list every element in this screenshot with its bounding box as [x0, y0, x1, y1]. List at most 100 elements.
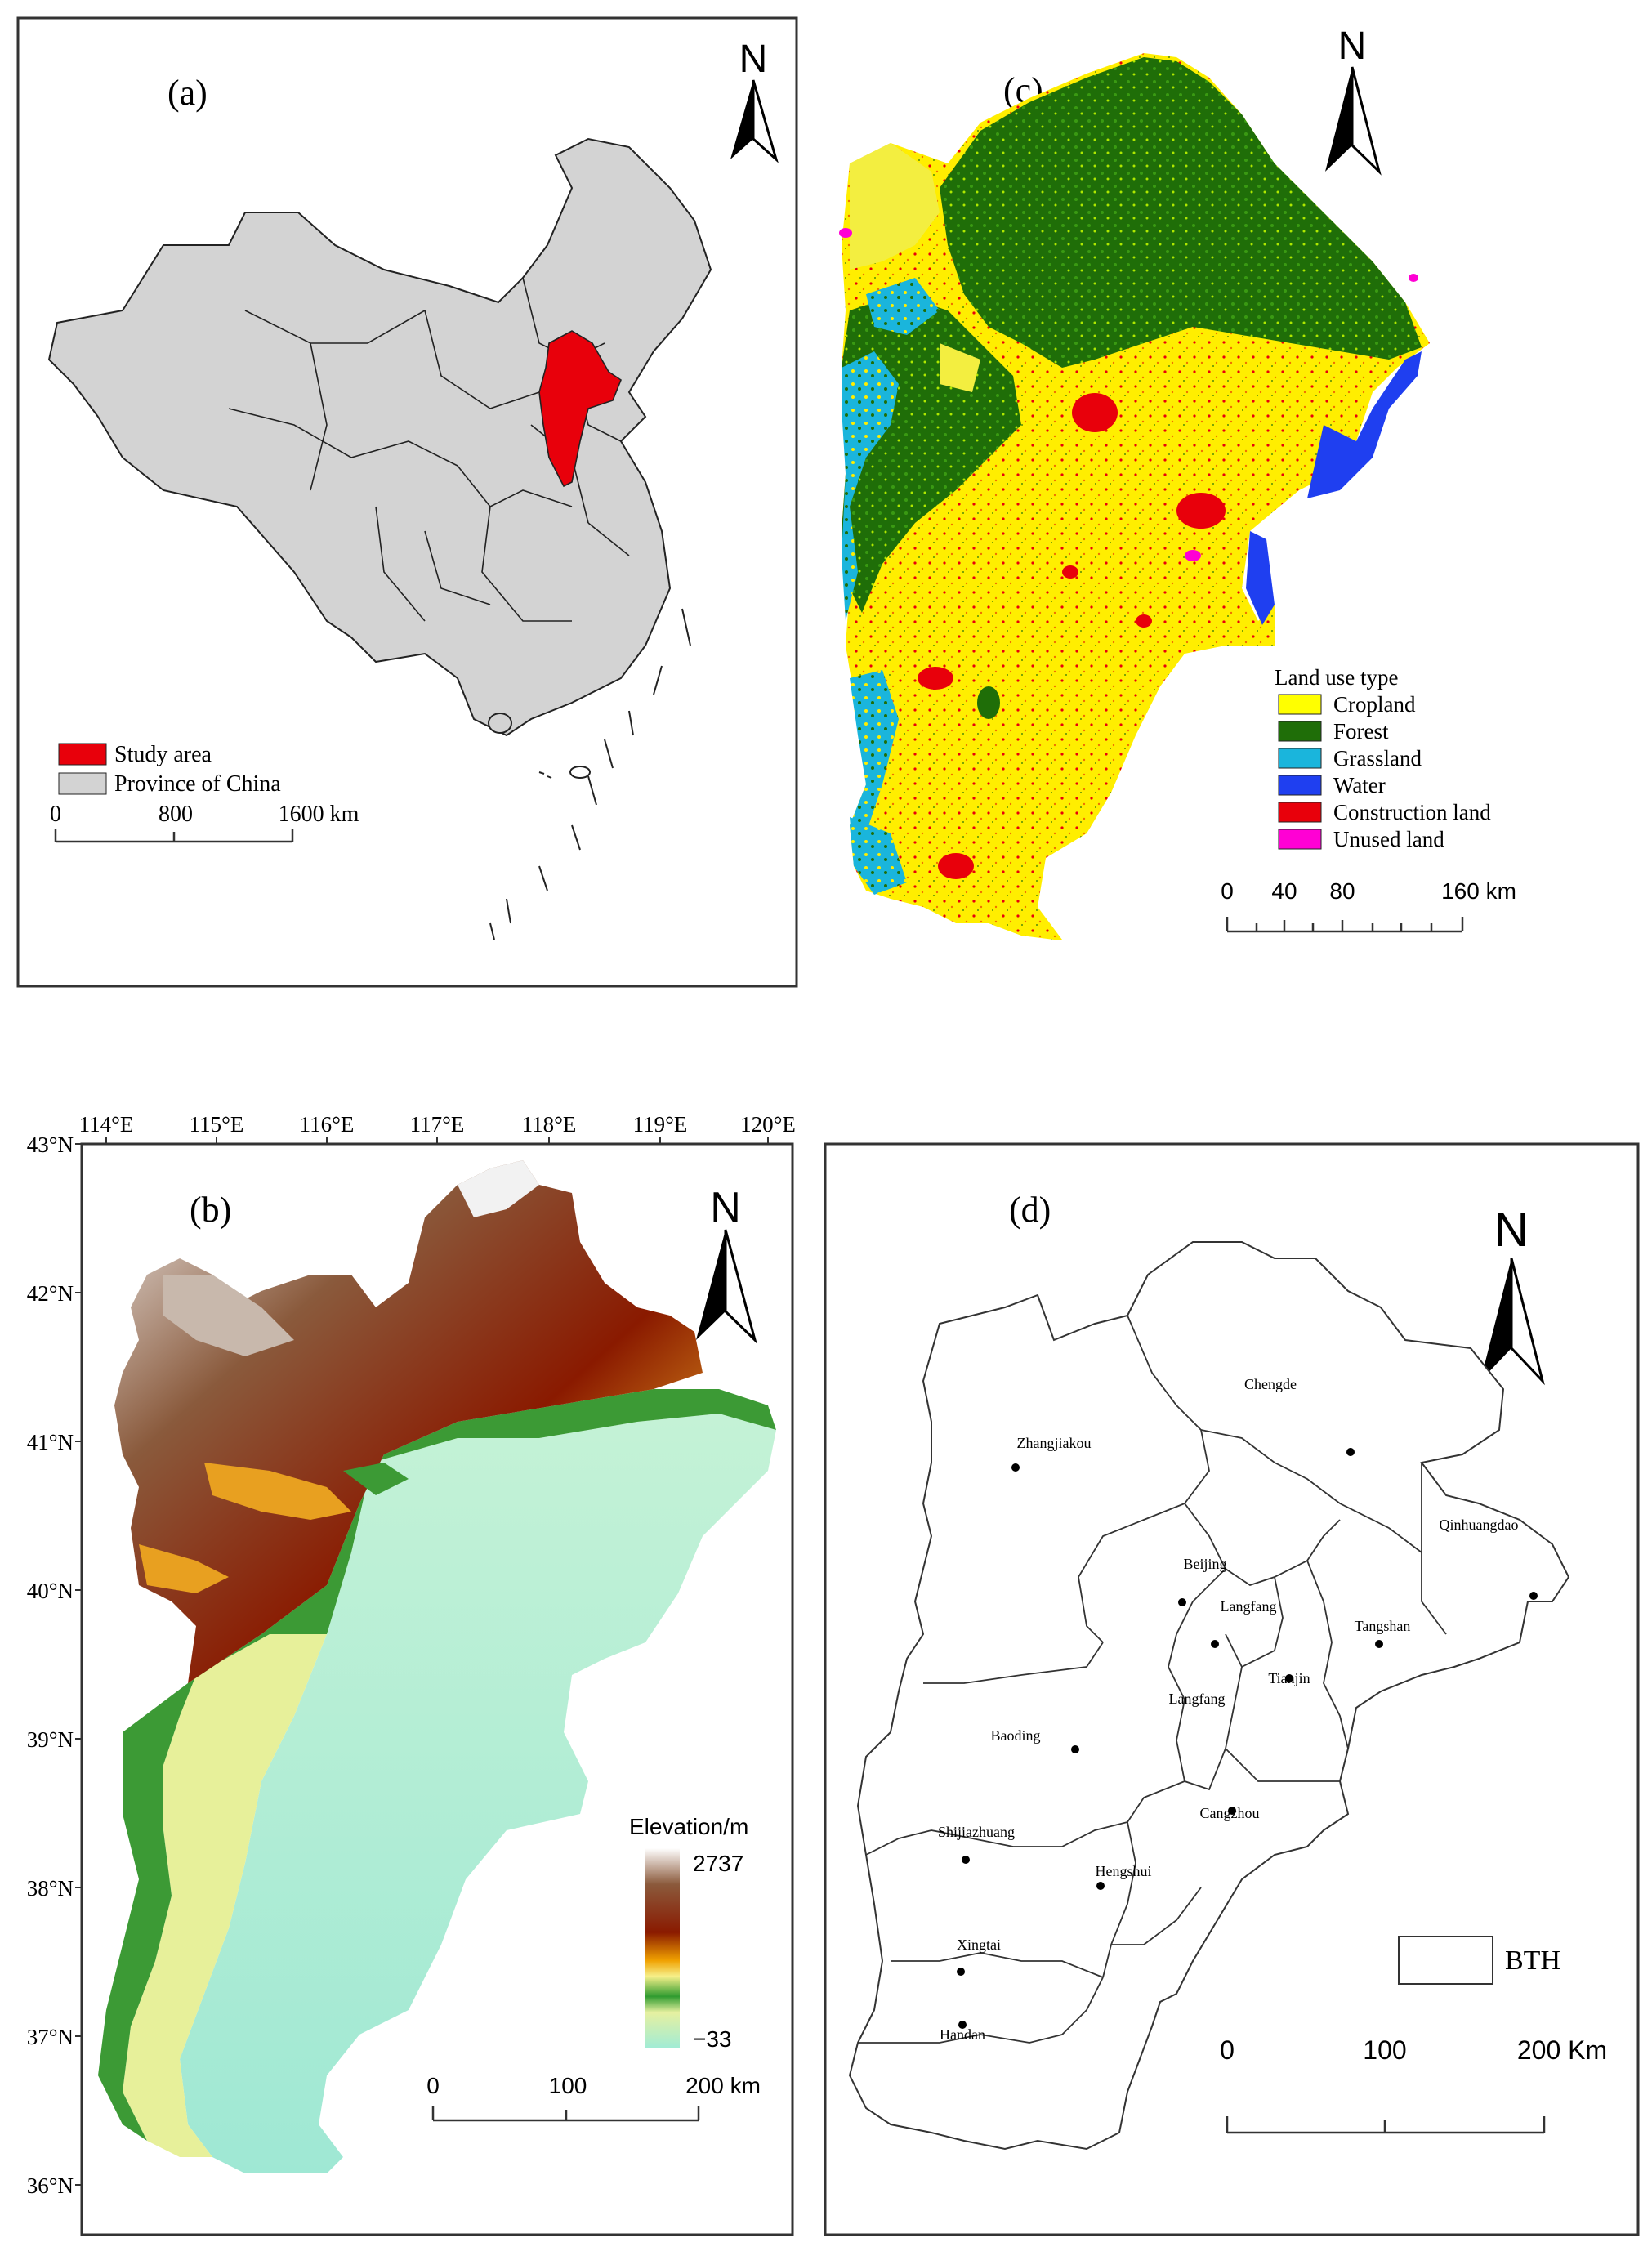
- legend-label-construction: Construction land: [1333, 800, 1491, 824]
- lat-tick-36: 36°N: [27, 2173, 74, 2198]
- legend-title: Elevation/m: [629, 1814, 748, 1839]
- legend-label-unused: Unused land: [1333, 827, 1444, 851]
- legend-swatch-forest: [1278, 721, 1322, 742]
- city-label-zhangjiakou: Zhangjiakou: [1017, 1435, 1092, 1451]
- panel-b: 114°E 115°E 116°E 117°E 118°E 119°E 120°…: [27, 1112, 796, 2236]
- city-label-chengde: Chengde: [1244, 1376, 1297, 1392]
- panel-d-north-arrow: N: [1480, 1204, 1545, 1386]
- scale-tick-0: 0: [50, 802, 61, 827]
- lon-tick-117: 117°E: [410, 1112, 465, 1137]
- legend-label-cropland: Cropland: [1333, 692, 1416, 717]
- legend-swatch-unused: [1278, 829, 1322, 850]
- panel-c-scale-bar: 0 40 80 160 km: [1221, 878, 1516, 933]
- legend-label-water: Water: [1333, 773, 1386, 797]
- elevation-legend: Elevation/m 2737 −33: [629, 1814, 748, 2052]
- panel-d-scale-bar: 0 100 200 Km: [1220, 2035, 1607, 2134]
- city-label-xingtai: Xingtai: [957, 1937, 1001, 1953]
- elevation-color-ramp: [645, 1848, 680, 2048]
- scale-tick-80: 80: [1329, 878, 1355, 904]
- scale-tick-200: 200 Km: [1517, 2035, 1607, 2065]
- panel-a-north-arrow: N: [730, 38, 779, 163]
- panel-d: (d) N Chengde: [824, 1142, 1640, 2236]
- legend-swatch-cropland: [1278, 694, 1322, 715]
- panel-a-label: (a): [167, 73, 208, 113]
- legend-swatch-bth: [1398, 1936, 1493, 1985]
- scale-tick-0: 0: [1220, 2035, 1235, 2065]
- panel-a: (a) N: [16, 16, 798, 988]
- lon-tick-116: 116°E: [300, 1112, 355, 1137]
- panel-c-legend: Land use type Cropland Forest Grassland …: [1275, 665, 1491, 851]
- scale-tick-100: 100: [1363, 2035, 1406, 2065]
- city-label-shijiazhuang: Shijiazhuang: [938, 1824, 1015, 1840]
- legend-swatch-province: [58, 772, 107, 795]
- scale-tick-200: 200 km: [685, 2073, 761, 2098]
- city-dot-shijiazhuang: [962, 1856, 970, 1864]
- legend-label-forest: Forest: [1333, 719, 1389, 744]
- city-dot-beijing: [1178, 1598, 1186, 1606]
- city-label-tangshan: Tangshan: [1355, 1618, 1411, 1634]
- grassland-region-west: [842, 351, 899, 621]
- bth-outline-shape: [848, 1241, 1570, 2151]
- dem-lowland-shape: [180, 1414, 776, 2173]
- elev-min-label: −33: [693, 2026, 732, 2052]
- city-dot-cangzhou: [1228, 1807, 1236, 1815]
- scale-tick-1600: 1600 km: [279, 802, 359, 827]
- legend-label-bth: BTH: [1505, 1945, 1560, 1976]
- city-dot-baoding: [1071, 1745, 1079, 1753]
- city-dot-zhangjiakou: [1011, 1463, 1020, 1472]
- lon-ticks: 114°E 115°E 116°E 117°E 118°E 119°E 120°…: [79, 1112, 796, 1144]
- city-label-langfang-south: Langfang: [1169, 1691, 1226, 1707]
- north-arrow-icon: [1325, 67, 1352, 172]
- north-arrow-icon: [730, 80, 753, 159]
- lat-tick-38: 38°N: [27, 1876, 74, 1901]
- panel-c-north-arrow: N: [1325, 25, 1382, 176]
- elev-max-label: 2737: [693, 1851, 743, 1876]
- islands: [488, 608, 691, 940]
- study-area-shape: [538, 330, 622, 488]
- scale-tick-100: 100: [549, 2073, 587, 2098]
- grassland-region-south: [850, 670, 899, 866]
- legend-swatch-grassland: [1278, 748, 1322, 769]
- panel-b-scale-bar: 0 100 200 km: [426, 2073, 761, 2122]
- lat-tick-40: 40°N: [27, 1579, 74, 1603]
- water-coast: [1307, 351, 1422, 498]
- forest-region: [940, 57, 1422, 368]
- lat-tick-42: 42°N: [27, 1281, 74, 1306]
- lon-tick-114: 114°E: [79, 1112, 134, 1137]
- legend-label-grassland: Grassland: [1333, 746, 1422, 771]
- legend-label-study-area: Study area: [114, 742, 212, 767]
- lon-tick-118: 118°E: [522, 1112, 577, 1137]
- city-label-qinhuangdao: Qinhuangdao: [1440, 1517, 1519, 1533]
- north-label: N: [739, 38, 768, 81]
- legend-swatch-water: [1278, 775, 1322, 796]
- city-dot-langfang: [1211, 1640, 1219, 1648]
- city-dot-xingtai: [957, 1968, 965, 1976]
- scale-tick-0: 0: [1221, 878, 1234, 904]
- lat-tick-43: 43°N: [27, 1132, 74, 1157]
- legend-title: Land use type: [1275, 665, 1398, 690]
- scale-tick-160: 160 km: [1441, 878, 1516, 904]
- panel-a-scale-bar: 0 800 1600 km: [50, 802, 359, 843]
- panel-d-legend: BTH: [1398, 1936, 1560, 1985]
- city-label-beijing: Beijing: [1184, 1556, 1227, 1572]
- north-label: N: [1338, 25, 1367, 68]
- lon-tick-115: 115°E: [190, 1112, 244, 1137]
- construction-beijing: [1072, 393, 1118, 432]
- lat-tick-39: 39°N: [27, 1727, 74, 1752]
- north-arrow-icon: [1480, 1258, 1511, 1381]
- city-label-handan: Handan: [940, 2026, 985, 2043]
- lat-tick-41: 41°N: [27, 1430, 74, 1454]
- legend-label-province: Province of China: [114, 771, 281, 797]
- panel-b-label: (b): [190, 1190, 231, 1230]
- north-label: N: [1494, 1204, 1529, 1257]
- city-dot-hengshui: [1096, 1882, 1105, 1890]
- city-dot-tianjin: [1285, 1674, 1293, 1682]
- lon-tick-120: 120°E: [740, 1112, 796, 1137]
- grassland-region-north: [850, 143, 940, 270]
- lat-tick-37: 37°N: [27, 2025, 74, 2049]
- city-dot-chengde: [1346, 1448, 1355, 1456]
- panel-b-north-arrow: N: [696, 1184, 757, 1344]
- scale-tick-0: 0: [426, 2073, 440, 2098]
- panel-a-legend: Study area Province of China: [58, 742, 281, 797]
- lat-ticks: 43°N 42°N 41°N 40°N 39°N 38°N 37°N 36°N: [27, 1132, 82, 2198]
